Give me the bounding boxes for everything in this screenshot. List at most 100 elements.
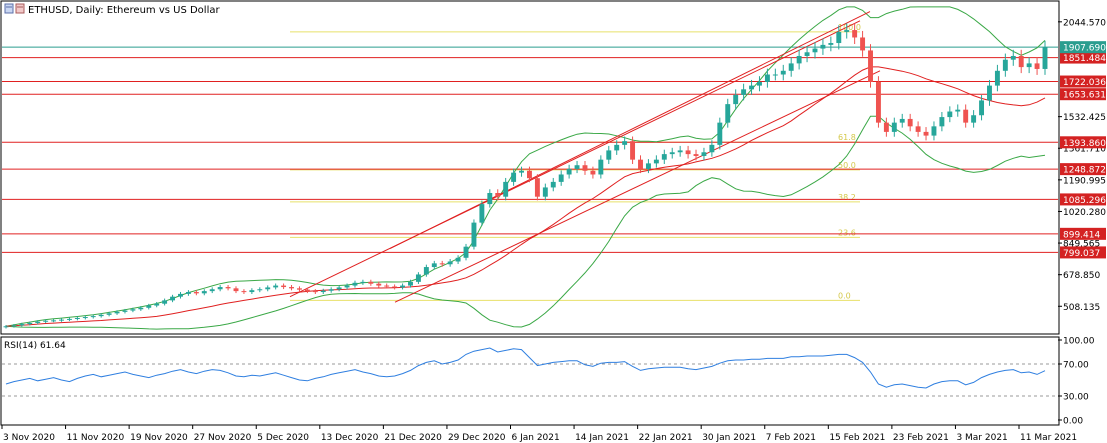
candle-body xyxy=(693,154,699,156)
candle-body xyxy=(463,246,469,258)
x-tick-label: 6 Jan 2021 xyxy=(512,433,560,443)
level-tag xyxy=(1060,51,1106,64)
candle-body xyxy=(193,292,199,294)
candle-body xyxy=(74,317,80,319)
candle-body xyxy=(828,43,834,45)
candle-body xyxy=(495,192,501,197)
candle-body xyxy=(614,144,620,151)
x-tick-label: 11 Mar 2021 xyxy=(1020,433,1077,443)
candle-body xyxy=(19,324,25,326)
candle-body xyxy=(868,50,873,82)
candle-body xyxy=(114,311,120,314)
candle-body xyxy=(225,287,231,289)
rsi-tick-label: 100.00 xyxy=(1063,337,1095,347)
candle-body xyxy=(550,181,556,188)
candle-body xyxy=(764,74,770,82)
candle-body xyxy=(352,282,358,286)
rsi-tick-label: 30.00 xyxy=(1063,393,1089,403)
candle-body xyxy=(622,141,628,145)
candle-body xyxy=(1002,59,1008,71)
x-tick-label: 13 Dec 2020 xyxy=(321,433,379,443)
fib-label: 100.0 xyxy=(838,23,861,32)
candle-body xyxy=(35,321,41,323)
x-tick-label: 5 Dec 2020 xyxy=(257,433,309,443)
level-tag-label: 1248.872 xyxy=(1063,166,1106,176)
candle-body xyxy=(130,309,136,311)
candle-body xyxy=(27,322,33,325)
candle-body xyxy=(685,150,691,155)
x-tick-label: 21 Dec 2020 xyxy=(384,433,442,443)
candle-body xyxy=(527,170,532,179)
candle-body xyxy=(392,286,398,288)
candle-body xyxy=(336,287,342,290)
candle-body xyxy=(860,37,866,51)
candle-body xyxy=(939,117,945,127)
candle-body xyxy=(947,111,953,118)
candle-body xyxy=(891,122,897,132)
candle-body xyxy=(709,144,715,153)
candle-body xyxy=(320,290,326,293)
candle-body xyxy=(257,289,263,291)
candle-body xyxy=(519,170,524,173)
candle-body xyxy=(574,165,580,169)
candle-body xyxy=(201,291,207,294)
candle-body xyxy=(796,55,802,64)
candle-body xyxy=(1026,63,1032,68)
candle-body xyxy=(534,178,540,197)
level-tag xyxy=(1060,88,1106,101)
candle-body xyxy=(915,126,921,132)
candle-body xyxy=(66,318,72,320)
fib-label: 0.0 xyxy=(838,291,851,300)
price-tick-label: 508.135 xyxy=(1063,303,1100,313)
candle-body xyxy=(630,141,636,160)
candle-body xyxy=(606,150,612,160)
candle-body xyxy=(59,319,64,321)
candle-body xyxy=(296,288,302,290)
candle-body xyxy=(106,313,112,315)
candle-body xyxy=(146,305,152,308)
candle-body xyxy=(788,63,794,71)
candle-body xyxy=(289,287,294,289)
candle-body xyxy=(281,285,287,288)
price-tick-label: 1020.280 xyxy=(1063,208,1106,218)
candle-body xyxy=(757,81,762,86)
x-tick-label: 3 Mar 2021 xyxy=(956,433,1007,443)
candle-body xyxy=(772,74,778,76)
candle-body xyxy=(725,104,731,123)
candle-body xyxy=(1034,63,1040,69)
candle-body xyxy=(233,288,239,292)
candle-body xyxy=(987,85,992,101)
price-tick-label: 1361.710 xyxy=(1063,145,1106,155)
level-tag-label: 1851.484 xyxy=(1063,54,1106,64)
symbol-icon[interactable] xyxy=(4,3,25,14)
x-tick-label: 19 Nov 2020 xyxy=(130,433,188,443)
candle-body xyxy=(3,326,9,328)
candle-body xyxy=(170,296,176,301)
level-tag-label: 899.414 xyxy=(1063,230,1100,240)
rsi-label: RSI(14) 61.64 xyxy=(4,341,66,351)
candle-body xyxy=(931,126,937,136)
candle-body xyxy=(875,81,881,123)
level-tag xyxy=(1060,246,1106,259)
candle-body xyxy=(447,261,453,265)
x-tick-label: 22 Jan 2021 xyxy=(639,433,693,443)
candle-body xyxy=(487,192,493,205)
bollinger-middle xyxy=(5,66,1046,327)
candle-body xyxy=(439,263,445,265)
price-tick-label: 1190.995 xyxy=(1063,176,1106,186)
level-tag-label: 1393.860 xyxy=(1063,139,1106,149)
candle-body xyxy=(384,285,390,287)
candle-body xyxy=(11,325,17,327)
candle-body xyxy=(907,118,913,127)
fib-label: 61.8 xyxy=(838,133,856,142)
x-tick-label: 3 Nov 2020 xyxy=(3,433,55,443)
candle-body xyxy=(51,320,57,322)
candle-body xyxy=(400,285,406,288)
fib-label: 23.6 xyxy=(838,228,856,237)
candle-body xyxy=(923,131,929,136)
x-tick-label: 27 Nov 2020 xyxy=(194,433,252,443)
candle-body xyxy=(979,100,985,116)
candle-body xyxy=(804,52,810,56)
level-tag-label: 799.037 xyxy=(1063,249,1100,259)
